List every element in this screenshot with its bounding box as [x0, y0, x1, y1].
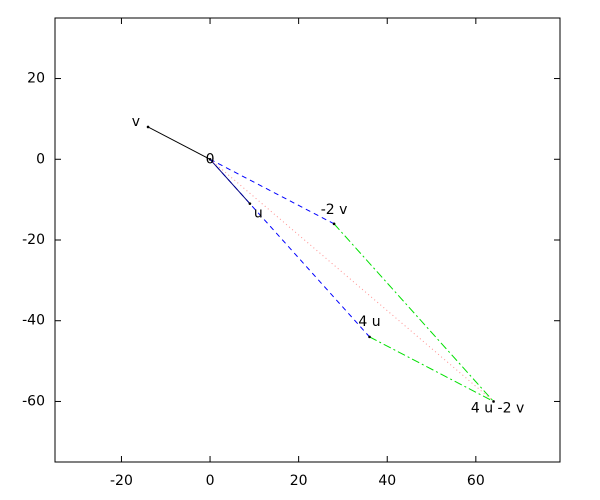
x-tick-label: 20 — [290, 473, 308, 489]
point-label: u — [254, 206, 263, 222]
point — [492, 400, 495, 403]
vector-segment — [209, 158, 494, 402]
point — [248, 202, 252, 205]
vector-segment — [209, 158, 335, 225]
point — [146, 125, 150, 129]
x-tick-label: 60 — [467, 473, 485, 489]
vector-segment — [333, 223, 494, 402]
y-tick-label: -60 — [22, 393, 45, 409]
point-label: v — [132, 114, 140, 130]
point-label: -2 v — [321, 202, 348, 218]
x-tick-label: -20 — [110, 473, 133, 489]
y-tick-label: -20 — [22, 232, 45, 248]
vector-segment — [209, 158, 251, 205]
x-tick-label: 0 — [206, 473, 215, 489]
vector-segment — [147, 126, 211, 160]
y-tick-label: 0 — [36, 151, 45, 167]
point — [332, 222, 336, 226]
point-label: 0 — [206, 151, 215, 167]
vector-segment — [369, 336, 494, 402]
point-label: 4 u -2 v — [471, 400, 524, 416]
point-label: 4 u — [358, 314, 380, 330]
plot-frame — [54, 17, 561, 463]
y-tick-label: 20 — [27, 71, 45, 87]
y-tick-label: -40 — [22, 313, 45, 329]
point — [208, 157, 212, 161]
point — [368, 335, 371, 339]
x-tick-label: 40 — [378, 473, 396, 489]
